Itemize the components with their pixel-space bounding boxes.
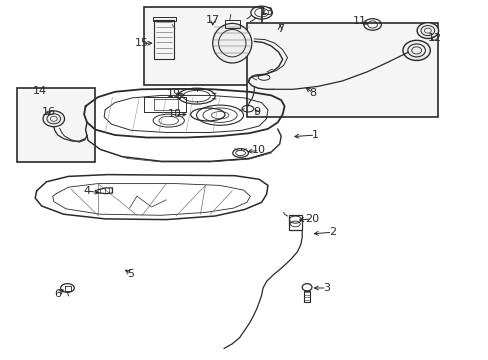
Text: 15: 15 <box>135 38 148 48</box>
Text: 2: 2 <box>328 227 335 237</box>
Text: 7: 7 <box>276 24 283 34</box>
Text: 3: 3 <box>323 283 329 293</box>
Text: 17: 17 <box>205 15 219 25</box>
Bar <box>288 215 302 230</box>
Bar <box>304 291 309 302</box>
Text: 9: 9 <box>253 107 260 117</box>
Bar <box>246 23 437 117</box>
Text: 20: 20 <box>305 214 318 224</box>
Text: 5: 5 <box>127 269 134 279</box>
Text: 4: 4 <box>83 186 90 196</box>
Text: 12: 12 <box>427 33 441 43</box>
Text: 18: 18 <box>168 109 182 120</box>
Text: 13: 13 <box>259 6 273 17</box>
Text: 10: 10 <box>252 145 265 156</box>
Bar <box>224 20 239 28</box>
Ellipse shape <box>416 23 438 39</box>
Text: 14: 14 <box>33 86 47 96</box>
Bar <box>154 20 173 59</box>
Text: 16: 16 <box>42 107 56 117</box>
Text: 6: 6 <box>54 289 61 300</box>
Ellipse shape <box>43 111 64 127</box>
Bar <box>153 17 175 21</box>
Text: 8: 8 <box>309 88 316 98</box>
Ellipse shape <box>212 23 251 63</box>
Text: 1: 1 <box>311 130 318 140</box>
Text: 11: 11 <box>352 16 366 26</box>
Bar <box>17 88 95 162</box>
Bar <box>144 7 261 85</box>
Text: 19: 19 <box>166 89 180 99</box>
Ellipse shape <box>402 40 429 60</box>
